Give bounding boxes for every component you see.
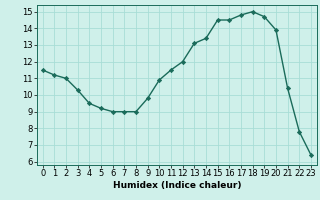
X-axis label: Humidex (Indice chaleur): Humidex (Indice chaleur) [113, 181, 241, 190]
